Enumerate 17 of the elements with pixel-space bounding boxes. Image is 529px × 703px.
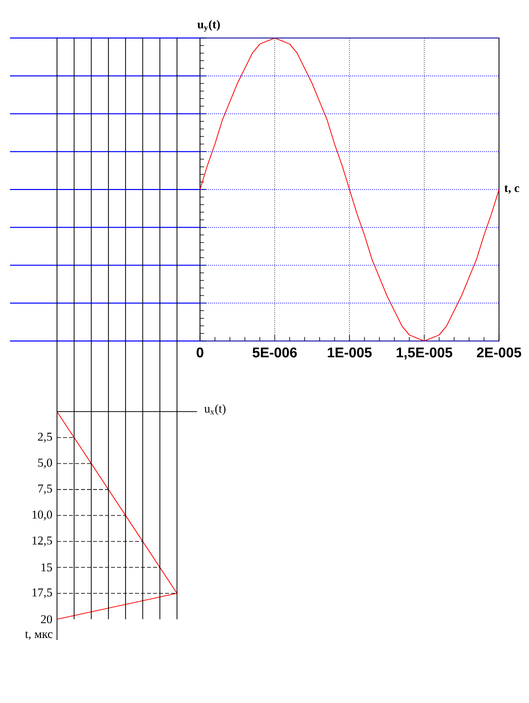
x-axis-title: u$_{x}$(t)	[204, 404, 226, 416]
y-tick-label: 12,5	[32, 536, 52, 546]
x-tick-label: 1,5E-005	[396, 348, 452, 360]
x-tick-label: 2E-005	[476, 348, 522, 358]
y-tick-label: 15	[42, 563, 52, 572]
y-tick-label: 10,0	[32, 510, 52, 520]
y-axis-title: u$_{y}$(t)	[197, 20, 220, 32]
y-tick-label: 2,5	[38, 432, 52, 443]
y-tick-label: 17,5	[32, 588, 52, 598]
y-tick-label: 5,0	[38, 458, 52, 468]
y-axis-title: t, мкс	[25, 631, 52, 640]
x-axis-title: t, с	[504, 185, 520, 194]
y-tick-label: 20	[41, 615, 52, 624]
y-tick-label: 7,5	[38, 484, 52, 494]
x-tick-label: 0	[196, 348, 204, 358]
x-tick-label: 5E-006	[252, 348, 297, 358]
x-tick-label: 1E-005	[328, 348, 372, 358]
